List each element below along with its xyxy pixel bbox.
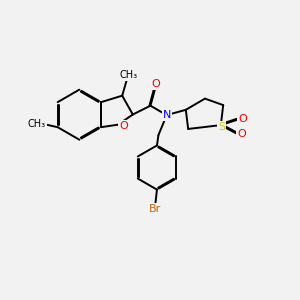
- Text: O: O: [237, 129, 246, 139]
- Text: O: O: [151, 79, 160, 89]
- Text: CH₃: CH₃: [28, 119, 46, 129]
- Text: O: O: [238, 114, 247, 124]
- Text: S: S: [218, 122, 225, 132]
- Text: O: O: [119, 121, 128, 131]
- Text: Br: Br: [149, 204, 161, 214]
- Text: N: N: [163, 110, 171, 120]
- Text: CH₃: CH₃: [119, 70, 137, 80]
